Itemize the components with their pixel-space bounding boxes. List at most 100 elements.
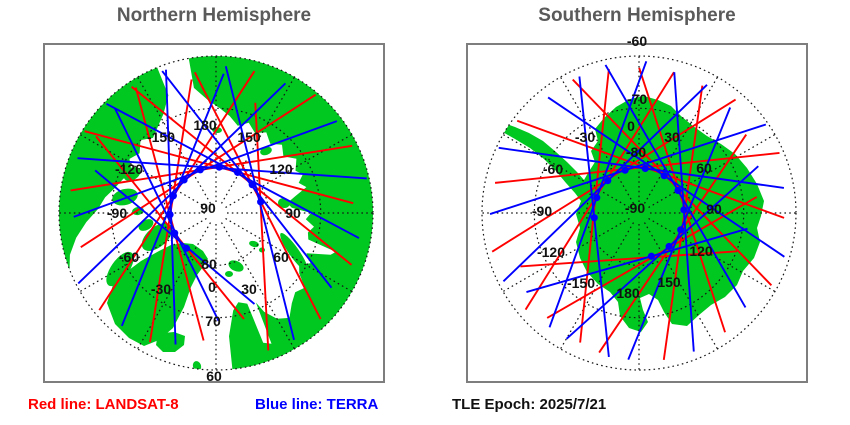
meridian-line	[559, 76, 635, 204]
longitude-label: 180	[616, 285, 640, 301]
legend-red-landsat8: Red line: LANDSAT-8	[28, 396, 179, 413]
meridian-line	[648, 217, 776, 293]
landsat8-tracks	[491, 67, 785, 361]
orbit-dot	[169, 192, 177, 200]
north-orbit-dots	[166, 163, 265, 252]
longitude-label: 90	[285, 205, 301, 221]
longitude-label: 0	[627, 118, 635, 134]
land-island	[192, 361, 202, 370]
land-antarctica	[491, 96, 764, 332]
land-island	[513, 106, 517, 110]
groundtrack-pass	[165, 69, 177, 345]
longitude-label: 30	[241, 281, 257, 297]
longitude-label: 60	[273, 249, 289, 265]
south-hemisphere-svg: -90 -80 -70 -60 0 -30 30 -60 60 -90 90 -120 120 -150 1…	[481, 33, 797, 371]
meridian-line	[648, 133, 776, 209]
orbit-dot	[233, 168, 242, 176]
longitude-label: 180	[193, 117, 217, 133]
latitude-circle	[481, 55, 797, 371]
groundtrack-pass	[638, 67, 726, 333]
orbit-dot	[677, 226, 685, 234]
land-island	[521, 96, 527, 102]
land-island	[106, 251, 134, 287]
orbit-dot	[215, 163, 223, 171]
south-graticule-labels: -90 -80 -70 -60 0 -30 30 -60 60 -90 90 -120 120 -150 1…	[532, 33, 722, 301]
orbit-dot	[665, 242, 673, 251]
groundtrack-pass	[73, 120, 338, 218]
groundtrack-pass	[627, 107, 732, 361]
longitude-label: 90	[706, 201, 722, 217]
meridian-line	[79, 217, 207, 293]
latitude-circle	[533, 107, 745, 319]
orbit-dot	[621, 166, 629, 174]
latitude-label: 70	[205, 313, 221, 329]
orbit-dot	[680, 206, 688, 214]
longitude-label: 120	[689, 243, 713, 259]
longitude-label: -150	[147, 129, 175, 145]
latitude-circle	[58, 55, 374, 371]
latitude-label: -90	[625, 200, 645, 216]
orbit-dot	[660, 172, 668, 180]
meridian-line	[225, 133, 353, 209]
northern-map-plot: 90 80 70 60 180 -150 150 -120 120 -90 90 -60 60 -30 30…	[43, 43, 385, 384]
latitude-label: -60	[627, 33, 647, 49]
groundtrack-pass	[572, 78, 773, 286]
longitude-label: -90	[107, 205, 127, 221]
longitude-label: -30	[151, 281, 171, 297]
land-island	[249, 240, 259, 248]
longitude-label: 150	[237, 129, 261, 145]
longitude-label: -120	[115, 161, 143, 177]
groundtrack-pass	[120, 73, 225, 327]
latitude-label: 60	[206, 368, 222, 384]
longitude-label: -60	[119, 249, 139, 265]
meridian-line	[502, 217, 630, 293]
orbit-dot	[196, 166, 204, 174]
meridian-line	[220, 222, 296, 350]
meridian-line	[502, 133, 630, 209]
longitude-label: -60	[543, 161, 563, 177]
orbit-dot	[180, 176, 188, 184]
land-north-america	[59, 62, 169, 290]
meridian-line	[79, 133, 207, 209]
orbit-dot	[593, 194, 601, 202]
orbit-dot	[590, 214, 598, 222]
groundtrack-pass	[604, 64, 747, 308]
southern-hemisphere-title: Southern Hemisphere	[538, 5, 736, 26]
longitude-label: 60	[696, 160, 712, 176]
tle-epoch-label: TLE Epoch: 2025/7/21	[452, 396, 607, 413]
orbit-dot	[182, 244, 191, 252]
longitude-label: 0	[208, 279, 216, 295]
orbit-dot	[674, 186, 682, 195]
meridian-line	[643, 222, 719, 350]
land-island	[225, 271, 233, 277]
orbit-dot	[647, 252, 656, 260]
land-iceland	[156, 332, 185, 352]
north-groundtracks	[70, 66, 367, 351]
orbit-dot	[604, 177, 612, 185]
southern-map-plot: -90 -80 -70 -60 0 -30 30 -60 60 -90 90 -120 120 -150 1…	[466, 33, 808, 383]
groundtrack-pass	[254, 102, 270, 351]
longitude-label: -90	[532, 203, 552, 219]
land-island	[228, 260, 244, 272]
groundtrack-pass	[106, 102, 360, 239]
meridian-line	[643, 76, 719, 204]
orbit-dot	[257, 198, 265, 206]
latitude-circle	[163, 160, 269, 266]
latitude-label: -70	[627, 91, 647, 107]
land-eurasia	[187, 56, 373, 370]
longitude-label: -150	[567, 275, 595, 291]
groundtrack-pass	[520, 250, 737, 268]
latitude-label: -80	[626, 144, 646, 160]
north-graticule-labels: 90 80 70 60 180 -150 150 -120 120 -90 90 -60 60 -30 30…	[107, 117, 301, 384]
orbit-dot	[641, 164, 649, 173]
south-orbit-dots	[590, 164, 688, 260]
groundtrack-pass	[94, 169, 256, 305]
north-hemisphere-svg: 90 80 70 60 180 -150 150 -120 120 -90 90 -60 60 -30 30…	[58, 55, 374, 384]
longitude-label: 150	[657, 274, 681, 290]
land-island	[123, 167, 141, 181]
south-graticule	[481, 55, 797, 371]
land-island	[530, 89, 536, 93]
latitude-label: 90	[200, 200, 216, 216]
legend-blue-terra: Blue line: TERRA	[255, 396, 379, 413]
orbit-dot	[248, 181, 256, 189]
